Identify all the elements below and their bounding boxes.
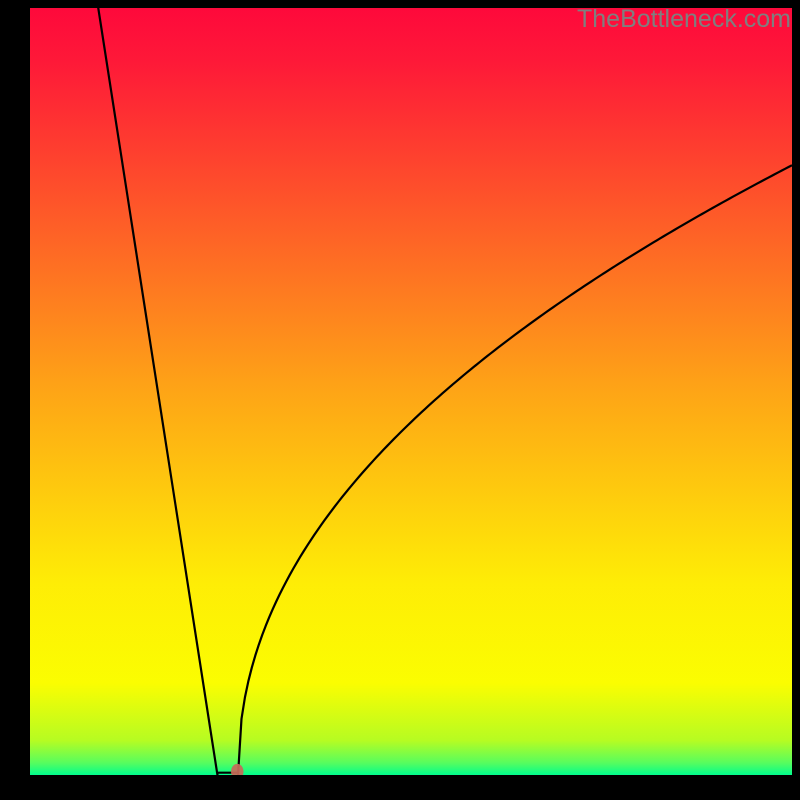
gradient-plot-area	[30, 8, 792, 775]
figure-root: TheBottleneck.com	[0, 0, 800, 800]
watermark-text: TheBottleneck.com	[577, 5, 791, 34]
